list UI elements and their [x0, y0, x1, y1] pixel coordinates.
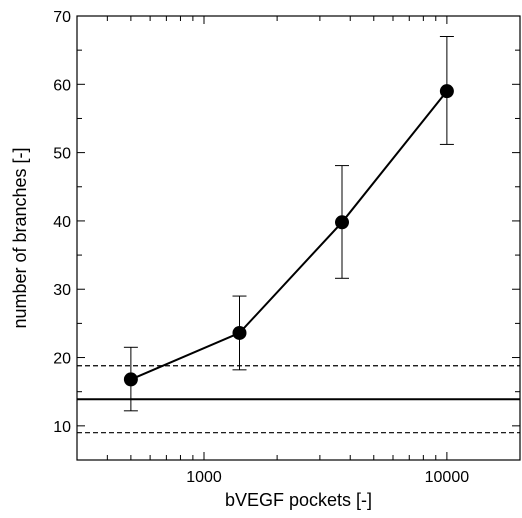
series-line [130, 90, 448, 381]
plot-frame [76, 15, 521, 461]
y-tick-label: 20 [53, 351, 71, 368]
y-tick-label: 70 [53, 9, 71, 26]
y-tick-labels: 10 20 30 40 50 60 70 [53, 9, 71, 436]
x-tick-label: 1000 [186, 469, 222, 486]
x-axis-title: bVEGF pockets [-] [225, 490, 372, 510]
data-point [232, 325, 247, 340]
series-line-group [130, 90, 448, 381]
x-tick-labels: 1000 10000 [186, 469, 469, 486]
x-tick-label: 10000 [425, 469, 470, 486]
data-point [123, 372, 138, 387]
data-point [335, 215, 350, 230]
reference-lines [77, 365, 520, 434]
axis-ticks [76, 15, 521, 460]
data-points [123, 84, 454, 387]
y-axis-title: number of branches [-] [10, 147, 30, 328]
y-tick-label: 60 [53, 77, 71, 94]
y-tick-label: 40 [53, 214, 71, 231]
y-tick-label: 50 [53, 146, 71, 163]
y-tick-label: 10 [53, 419, 71, 436]
y-tick-label: 30 [53, 282, 71, 299]
error-bars [123, 35, 454, 412]
data-point [439, 84, 454, 99]
